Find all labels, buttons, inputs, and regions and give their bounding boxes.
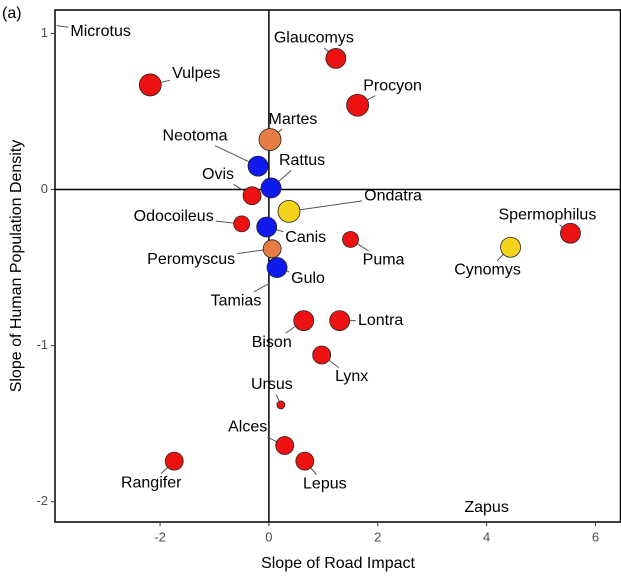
leader-line <box>288 200 363 212</box>
point-label: Vulpes <box>172 65 220 82</box>
point <box>560 222 581 244</box>
point-label: Neotoma <box>163 127 228 144</box>
point-label: Cynomys <box>454 261 521 278</box>
point <box>276 400 286 410</box>
point <box>258 128 282 151</box>
point-label: Zapus <box>464 499 508 516</box>
point <box>312 345 332 365</box>
point-label: Rattus <box>279 152 325 169</box>
point-label: Ovis <box>202 166 234 183</box>
point <box>138 73 162 97</box>
point <box>295 451 315 471</box>
point-label: Glaucomys <box>274 30 354 47</box>
point <box>164 451 184 471</box>
point <box>260 177 282 199</box>
point-label: Tamias <box>211 292 262 309</box>
point-label: Microtus <box>70 23 130 40</box>
x-tick-label: 2 <box>374 529 381 544</box>
point-label: Canis <box>285 229 326 246</box>
y-tick-label: -1 <box>36 337 48 352</box>
x-tick-label: 6 <box>592 529 599 544</box>
point-label: Peromyscus <box>147 251 235 268</box>
point <box>275 436 295 455</box>
point <box>277 199 301 223</box>
y-tick-label: 0 <box>41 181 48 196</box>
point-label: Lynx <box>335 368 368 385</box>
x-axis-title: Slope of Road Impact <box>261 555 415 572</box>
panel-label: (a) <box>2 5 22 22</box>
leader-line <box>253 282 271 293</box>
point-label: Bison <box>252 334 292 351</box>
point <box>266 257 288 278</box>
point <box>262 239 282 259</box>
point-label: Puma <box>363 252 405 269</box>
point-label: Ondatra <box>364 188 422 205</box>
point <box>325 47 347 69</box>
point-label: Procyon <box>363 77 422 94</box>
y-axis-title: Slope of Human Population Density <box>8 140 25 393</box>
y-tick-label: 1 <box>41 25 48 40</box>
point-label: Martes <box>269 111 318 128</box>
point <box>500 236 521 258</box>
x-tick-label: 0 <box>265 529 272 544</box>
y-tick-label: -2 <box>36 493 48 508</box>
point-label: Odocoileus <box>134 208 214 225</box>
point <box>346 93 370 117</box>
point <box>293 310 315 332</box>
point <box>256 216 278 238</box>
point <box>329 310 351 332</box>
x-tick-label: -2 <box>154 529 166 544</box>
leader-line <box>56 25 69 28</box>
point-label: Lepus <box>303 475 347 492</box>
x-tick-label: 4 <box>483 529 490 544</box>
point-label: Gulo <box>291 270 325 287</box>
point <box>342 231 359 248</box>
point-label: Rangifer <box>121 474 182 491</box>
point <box>233 215 251 233</box>
point <box>242 186 262 206</box>
point-label: Alces <box>228 419 267 436</box>
point-label: Spermophilus <box>499 206 597 223</box>
point-label: Ursus <box>251 376 293 393</box>
point-label: Lontra <box>358 312 403 329</box>
point <box>247 155 269 177</box>
